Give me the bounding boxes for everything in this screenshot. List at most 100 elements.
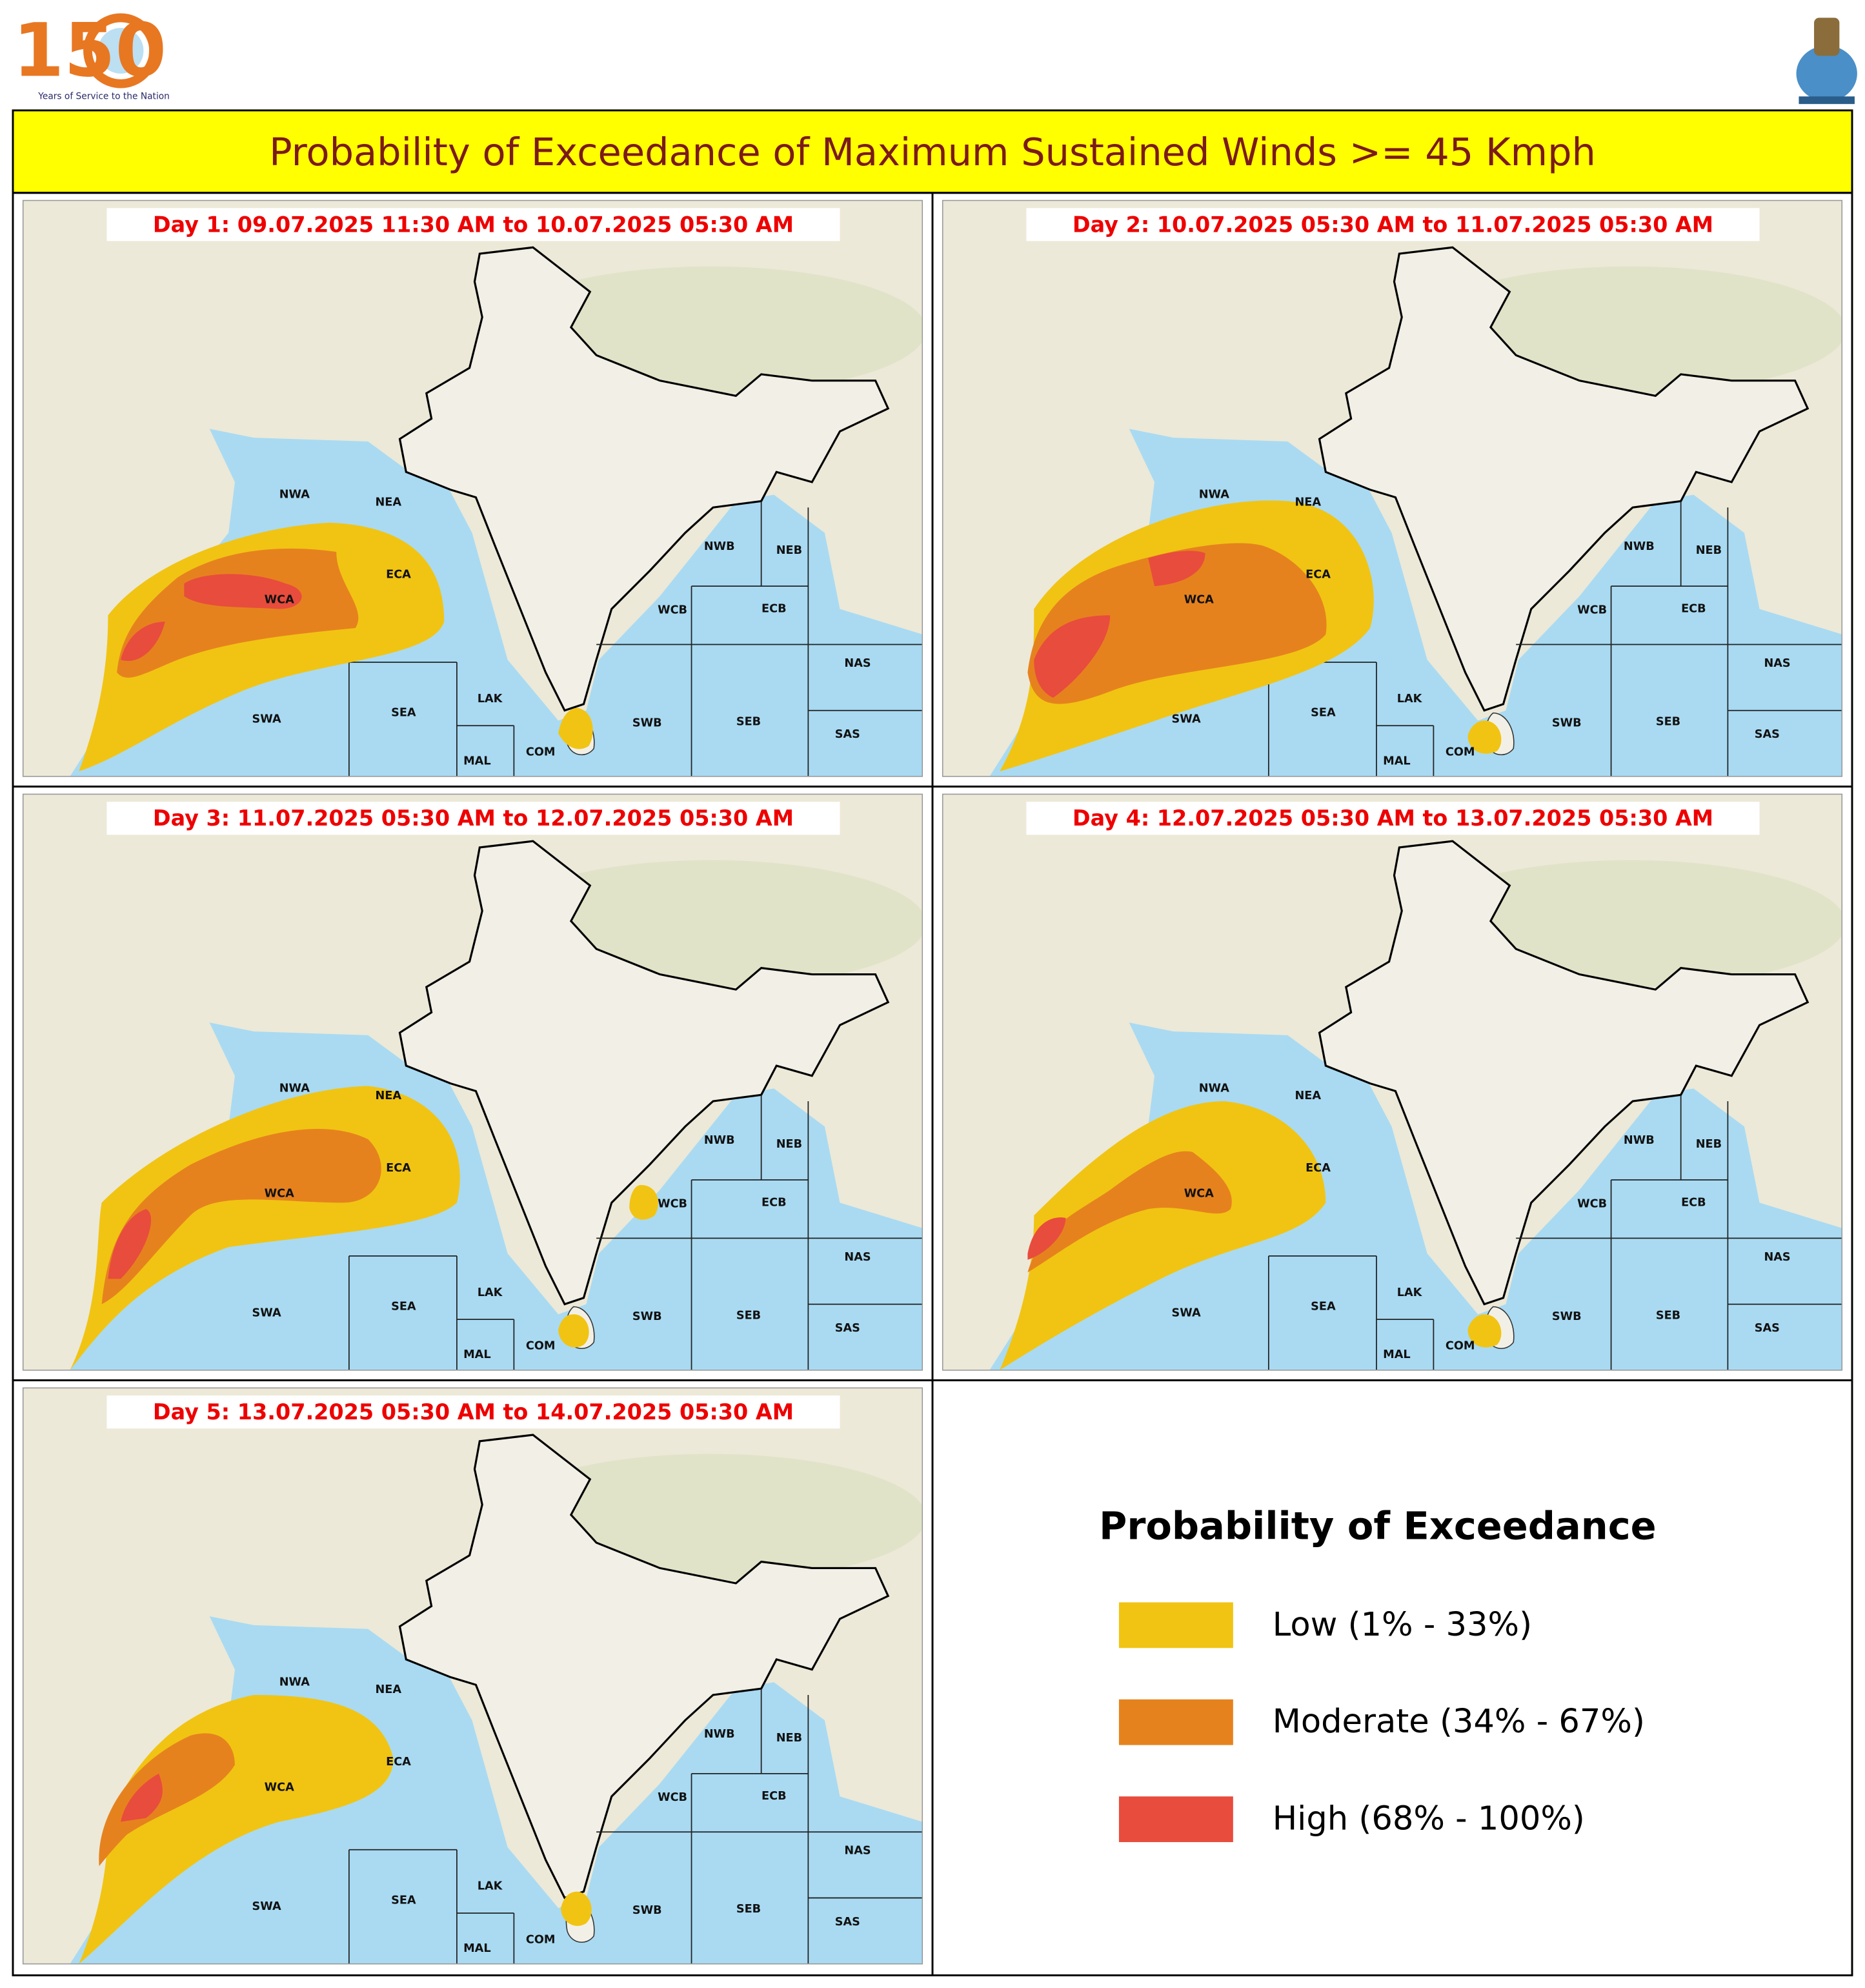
region-label: SWA — [252, 1900, 281, 1913]
legend-label: Moderate (34% - 67%) — [1273, 1703, 1645, 1741]
region-label: NWA — [1199, 1082, 1229, 1095]
panel-label: Day 4: 12.07.2025 05:30 AM to 13.07.2025… — [1073, 806, 1713, 831]
map: NWA NEA ECA WCA SWA SEA LAK MAL COM SWB SEB WCB NWB N… — [23, 794, 923, 1370]
region-label: NEB — [776, 1732, 802, 1745]
panel-label-box — [1026, 208, 1760, 241]
legend: Probability of Exceedance Low (1% - 33%)… — [1099, 1504, 1657, 1842]
region-label: COM — [526, 1339, 556, 1352]
emblem-lions — [1814, 17, 1840, 56]
region-label: NWB — [704, 540, 735, 553]
map-frame — [942, 199, 1843, 777]
panel-label-box — [106, 208, 840, 241]
region-label: SWA — [252, 1306, 281, 1319]
india — [398, 1434, 890, 1900]
region-label: ECB — [761, 1196, 787, 1209]
region-label: LAK — [1397, 1286, 1423, 1299]
region-label: WCA — [265, 1781, 294, 1794]
map-frame — [22, 199, 923, 777]
region-label: SWA — [1172, 713, 1201, 725]
probability-area — [1027, 1217, 1066, 1260]
region-label: NWA — [279, 489, 310, 502]
panel-label: Day 2: 10.07.2025 05:30 AM to 11.07.2025… — [1073, 212, 1713, 237]
region-label: SEA — [1311, 707, 1336, 720]
india — [398, 840, 890, 1306]
probability-area — [1467, 720, 1502, 754]
map-panel: NWA NEA ECA WCA SWA SEA LAK MAL COM SWB SEB WCB NWB N… — [22, 793, 923, 1371]
emblem-base — [1799, 96, 1855, 105]
region-label: MAL — [463, 1942, 491, 1955]
panel-label: Day 3: 11.07.2025 05:30 AM to 12.07.2025… — [153, 806, 794, 831]
region-label: SEB — [736, 1903, 761, 1916]
region-label: LAK — [478, 693, 503, 705]
region-label: NEA — [376, 1683, 402, 1696]
region-label: NWA — [279, 1676, 310, 1689]
probability-area — [1148, 551, 1205, 587]
region-label: ECB — [761, 1790, 787, 1803]
region-label: NEA — [1295, 496, 1322, 509]
logo-globe — [97, 28, 144, 74]
region-label: COM — [1446, 1339, 1475, 1352]
region-label: WCB — [658, 1197, 687, 1210]
logo-number: 150 — [13, 8, 166, 94]
panel-label: Day 5: 13.07.2025 05:30 AM to 14.07.2025… — [153, 1399, 794, 1425]
region-label: WCB — [658, 604, 687, 616]
probability-area — [1027, 543, 1327, 704]
region-label: ECB — [1681, 1196, 1706, 1209]
region-label: NEB — [1696, 1138, 1722, 1151]
region-label: COM — [526, 746, 556, 759]
region-label: SEA — [391, 1301, 416, 1314]
region-label: SAS — [1755, 1322, 1780, 1335]
india — [1318, 840, 1810, 1306]
region-label: MAL — [463, 755, 491, 767]
probability-area — [117, 548, 359, 678]
legend-label: High (68% - 100%) — [1273, 1800, 1585, 1838]
region-label: MAL — [1383, 1348, 1411, 1361]
region-label: NAS — [1764, 657, 1790, 670]
region-label: WCA — [1184, 594, 1214, 607]
legend-label: Low (1% - 33%) — [1273, 1606, 1532, 1644]
region-label: SAS — [1755, 728, 1780, 741]
region-label: WCA — [265, 594, 294, 607]
region-label: MAL — [1383, 755, 1411, 767]
region-label: NEB — [776, 1138, 802, 1151]
region-label: NEA — [1295, 1090, 1322, 1102]
region-label: NWA — [279, 1082, 310, 1095]
region-label: SEA — [1311, 1301, 1336, 1314]
region-label: ECA — [386, 1162, 411, 1175]
region-label: NAS — [1764, 1251, 1790, 1264]
probability-area — [1034, 615, 1111, 698]
region-label: ECA — [386, 568, 411, 581]
emblem — [1796, 17, 1857, 105]
emblem-globe — [1796, 45, 1857, 102]
region-label: LAK — [478, 1880, 503, 1893]
legend-swatch — [1118, 1602, 1233, 1648]
region-label: NEA — [376, 1090, 402, 1102]
region-label: WCB — [1577, 604, 1607, 616]
region-label: NWB — [1624, 1134, 1655, 1147]
region-label: NAS — [844, 1845, 871, 1858]
region-label: SWB — [632, 1310, 662, 1323]
legend-swatch — [1118, 1699, 1233, 1745]
region-label: SWA — [252, 713, 281, 725]
region-label: ECA — [1306, 568, 1331, 581]
logo-ring — [83, 13, 159, 88]
probability-area — [184, 574, 302, 609]
probability-area — [101, 1128, 381, 1304]
map: NWA NEA ECA WCA SWA SEA LAK MAL COM SWB SEB WCB NWB N… — [942, 794, 1842, 1370]
map-frame — [22, 1387, 923, 1965]
panel-label-box — [106, 1395, 840, 1429]
region-label: WCB — [658, 1791, 687, 1804]
region-label: SWB — [1552, 716, 1582, 729]
region-label: LAK — [1397, 693, 1423, 705]
legend-swatch — [1118, 1796, 1233, 1842]
panel-label: Day 1: 09.07.2025 11:30 AM to 10.07.2025… — [153, 212, 794, 237]
map-frame — [22, 793, 923, 1371]
region-label: SEB — [736, 715, 761, 728]
region-label: NWB — [1624, 540, 1655, 553]
region-label: NEA — [376, 496, 402, 509]
probability-area — [629, 1184, 658, 1220]
region-label: WCA — [265, 1188, 294, 1201]
map: NWA NEA ECA WCA SWA SEA LAK MAL COM SWB SEB WCB NWB N… — [23, 1388, 923, 1964]
